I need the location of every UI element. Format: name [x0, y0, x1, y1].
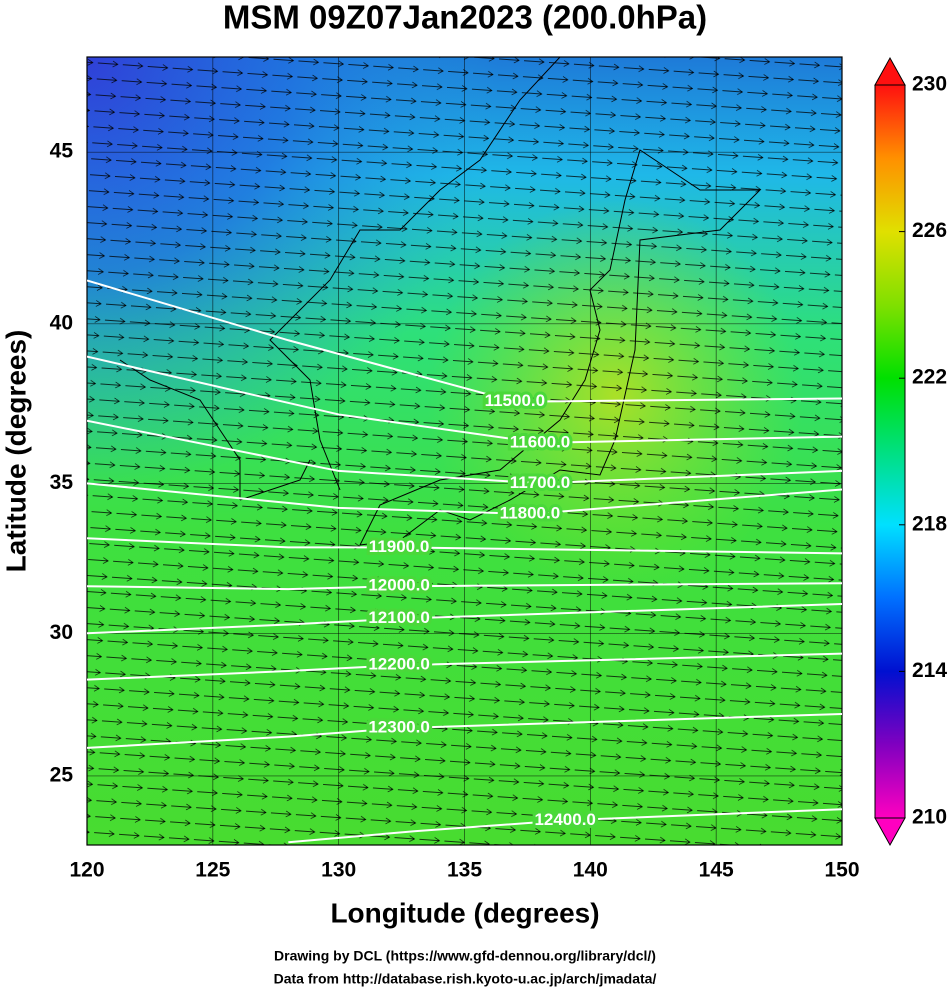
contour-label: 12300.0 — [368, 718, 429, 737]
chart-title: MSM 09Z07Jan2023 (200.0hPa) — [223, 0, 707, 36]
contour-line — [87, 355, 842, 444]
colorbar-tick-label: 210 — [912, 806, 947, 829]
contour-line — [87, 652, 842, 681]
colorbar-tick-label: 218 — [912, 512, 947, 535]
colorbar-tick-label: 226 — [912, 219, 947, 242]
contour-label: 12100.0 — [368, 608, 429, 627]
coastline — [119, 57, 762, 546]
contour-line — [87, 712, 842, 749]
contour-label: 11800.0 — [500, 503, 561, 522]
contour-line — [87, 582, 842, 591]
contour-label: 12000.0 — [368, 576, 429, 595]
x-tick-label: 125 — [195, 859, 230, 882]
contour-line — [87, 537, 842, 555]
colorbar-tick-label: 222 — [912, 366, 947, 389]
contours: 11500.0 11600.0 11700.0 11800.0 11900.0 12000… — [87, 279, 842, 844]
y-axis-label: Latitude (degrees) — [0, 330, 31, 573]
colorbar — [874, 84, 906, 819]
y-tick-label: 30 — [50, 621, 73, 644]
colorbar-over — [874, 56, 906, 86]
x-tick-label: 150 — [824, 859, 859, 882]
x-tick-label: 130 — [321, 859, 356, 882]
contour-label: 11500.0 — [485, 391, 546, 410]
colorbar-under — [874, 817, 906, 847]
footer-line: Data from http://database.rish.kyoto-u.a… — [274, 971, 657, 987]
x-tick-label: 135 — [447, 859, 482, 882]
y-tick-label: 25 — [50, 763, 74, 786]
contour-label: 12400.0 — [534, 810, 595, 829]
contour-label: 11900.0 — [369, 537, 430, 556]
contour-label: 11700.0 — [510, 473, 571, 492]
contour-line — [87, 419, 842, 485]
x-tick-label: 145 — [699, 859, 734, 882]
contour-line — [87, 602, 842, 635]
y-tick-label: 35 — [50, 471, 74, 494]
colorbar-tick-label: 214 — [912, 659, 947, 682]
x-axis-label: Longitude (degrees) — [330, 897, 599, 928]
y-tick-label: 45 — [50, 140, 74, 163]
contour-label: 12200.0 — [368, 655, 429, 674]
y-tick-label: 40 — [50, 311, 73, 334]
contour-line — [87, 482, 842, 515]
contour-line — [288, 808, 842, 844]
contour-line — [87, 279, 842, 403]
footer-line: Drawing by DCL (https://www.gfd-dennou.o… — [274, 948, 656, 964]
x-tick-label: 140 — [573, 859, 608, 882]
x-tick-label: 120 — [69, 859, 104, 882]
contour-label: 11600.0 — [510, 432, 571, 451]
colorbar-tick-label: 230 — [912, 73, 947, 96]
